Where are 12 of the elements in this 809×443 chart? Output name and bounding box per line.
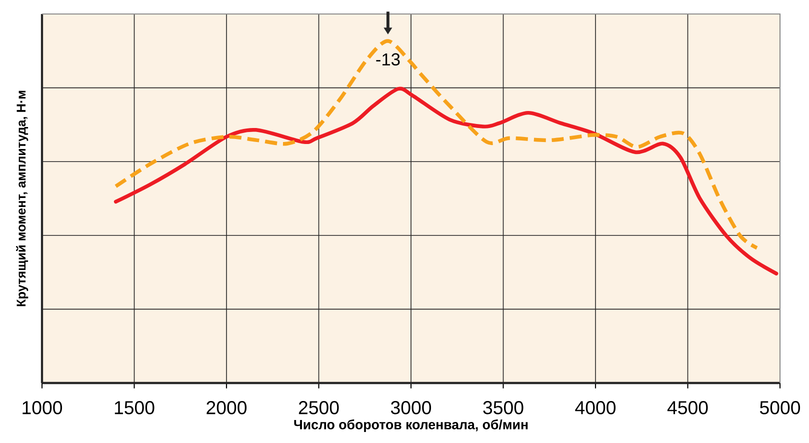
x-tick-label: 3000 (390, 401, 432, 414)
x-tick-label: 2500 (298, 401, 339, 414)
x-axis-title: Число оборотов коленвала, об/мин (294, 419, 528, 432)
x-tick-label: 4000 (575, 401, 616, 414)
annotation: -13 (376, 53, 400, 66)
y-axis-title: Крутящий момент, амплитуда, Н·м (16, 90, 28, 306)
x-tick-label: 4500 (667, 401, 708, 414)
x-tick-label: 1000 (22, 401, 62, 414)
x-tick-label: 2000 (206, 401, 247, 414)
x-tick-label: 5000 (760, 401, 800, 414)
x-tick-label: 3500 (483, 401, 524, 414)
x-tick-label: 1500 (114, 401, 154, 414)
